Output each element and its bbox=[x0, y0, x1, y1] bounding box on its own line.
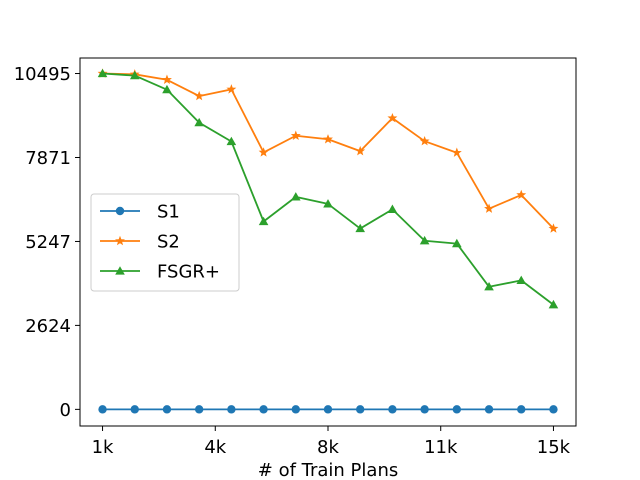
data-point-fsgr bbox=[323, 199, 333, 208]
data-point-fsgr bbox=[516, 275, 527, 284]
x-tick-label: 4k bbox=[204, 437, 226, 458]
legend-entry-fsgr: FSGR+ bbox=[100, 262, 220, 283]
data-point-fsgr bbox=[290, 192, 301, 201]
data-point-s2 bbox=[323, 134, 333, 144]
data-point-s1 bbox=[194, 405, 204, 414]
legend-box bbox=[90, 193, 240, 292]
data-point-s2 bbox=[451, 147, 462, 157]
data-point-fsgr bbox=[194, 117, 204, 127]
data-point-fsgr bbox=[162, 84, 172, 94]
data-point-s1 bbox=[452, 405, 462, 414]
legend-swatch-marker bbox=[115, 266, 125, 275]
data-point-s2 bbox=[258, 147, 269, 157]
legend-swatch-marker bbox=[115, 235, 125, 246]
data-point-s1 bbox=[259, 405, 268, 414]
x-tick-label: 11k bbox=[424, 437, 458, 458]
data-point-s1 bbox=[517, 405, 526, 414]
data-point-fsgr bbox=[226, 136, 237, 146]
data-point-s1 bbox=[98, 405, 107, 414]
data-point-s2 bbox=[194, 90, 205, 101]
x-tick-label: 15k bbox=[537, 437, 571, 458]
data-point-s2 bbox=[387, 112, 398, 123]
legend-label: FSGR+ bbox=[157, 262, 220, 283]
data-point-s2 bbox=[548, 223, 559, 233]
y-tick-label: 10495 bbox=[14, 64, 71, 85]
y-tick-label: 7871 bbox=[25, 148, 71, 169]
data-point-s2 bbox=[162, 74, 172, 84]
data-point-s1 bbox=[356, 405, 365, 414]
data-point-s2 bbox=[355, 145, 366, 156]
x-tick-label: 1k bbox=[92, 437, 114, 458]
legend-entry-s1: S1 bbox=[100, 202, 180, 223]
legend-entry-s2: S2 bbox=[100, 232, 180, 253]
data-point-s1 bbox=[549, 405, 558, 414]
y-tick-label: 0 bbox=[60, 400, 71, 421]
data-point-s1 bbox=[227, 405, 236, 414]
data-point-s2 bbox=[419, 136, 430, 146]
data-point-fsgr bbox=[419, 235, 430, 245]
legend: S1 S2 FSGR+ bbox=[90, 193, 240, 292]
data-point-s1 bbox=[162, 405, 172, 414]
data-point-s1 bbox=[484, 405, 494, 414]
data-point-fsgr bbox=[548, 299, 559, 309]
legend-label: S2 bbox=[157, 232, 180, 253]
y-tick-label: 2624 bbox=[25, 316, 71, 337]
x-tick-label: 8k bbox=[317, 437, 339, 458]
legend-swatch-marker bbox=[115, 206, 125, 216]
data-point-s1 bbox=[291, 405, 300, 414]
y-axis: 0 2624 5247 7871 10495 bbox=[14, 64, 80, 421]
series-layer bbox=[97, 68, 559, 414]
legend-label: S1 bbox=[157, 202, 180, 223]
data-point-s2 bbox=[290, 130, 301, 140]
x-axis: 1k 4k 8k 11k 15k bbox=[92, 426, 571, 458]
data-point-fsgr bbox=[258, 216, 269, 226]
data-point-s2 bbox=[484, 203, 494, 213]
series-s1 bbox=[98, 405, 558, 414]
data-point-fsgr bbox=[484, 282, 494, 291]
data-point-fsgr bbox=[129, 70, 140, 80]
data-point-fsgr bbox=[97, 68, 108, 78]
data-point-fsgr bbox=[355, 223, 366, 233]
data-point-s1 bbox=[388, 405, 397, 414]
y-tick-label: 5247 bbox=[25, 232, 71, 253]
data-point-s1 bbox=[130, 405, 139, 414]
data-point-s1 bbox=[420, 405, 429, 414]
data-point-fsgr bbox=[452, 238, 462, 248]
data-point-s1 bbox=[323, 405, 333, 414]
x-axis-label: # of Train Plans bbox=[258, 460, 398, 480]
series-fsgr bbox=[97, 68, 559, 309]
data-point-s2 bbox=[226, 84, 237, 94]
data-point-s2 bbox=[516, 189, 527, 200]
data-point-fsgr bbox=[387, 204, 398, 213]
